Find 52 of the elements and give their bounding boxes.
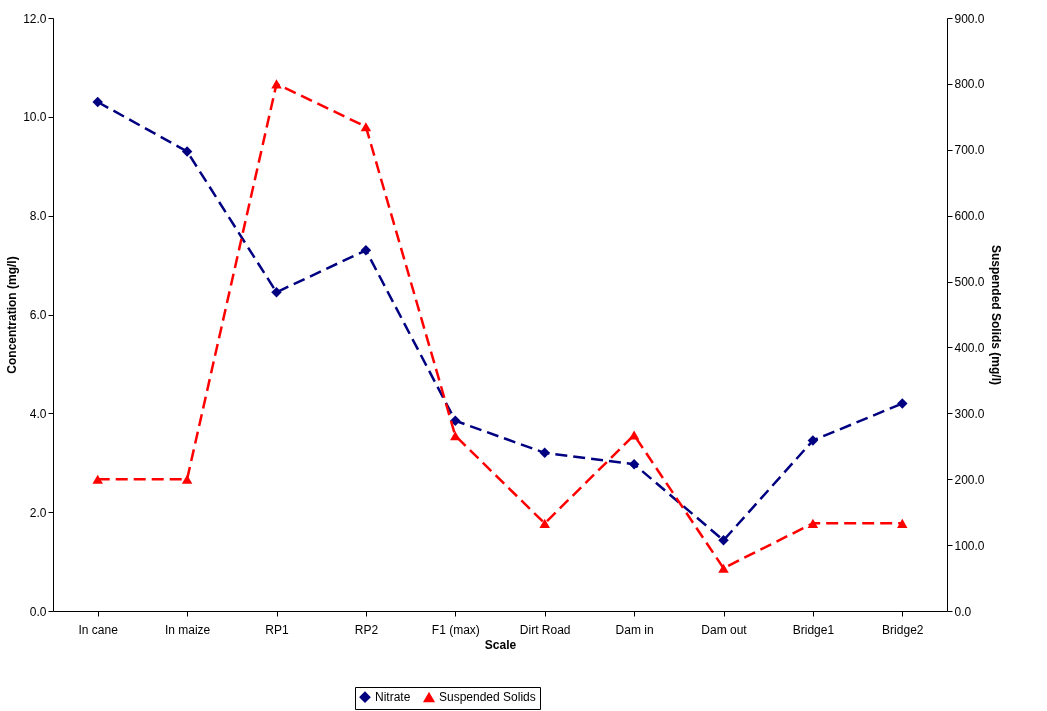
y2-axis-title: Suspended Solids (mg/l) xyxy=(988,244,1003,386)
point xyxy=(450,431,461,441)
y-tick-label: 10.0 xyxy=(23,110,47,125)
point xyxy=(897,398,908,409)
point xyxy=(271,287,282,298)
point xyxy=(92,96,103,108)
point xyxy=(360,122,372,132)
point xyxy=(360,245,372,256)
y-tick-label: 8.0 xyxy=(29,209,47,224)
x-axis-title: Scale xyxy=(484,637,517,652)
y2-tick-label: 600.0 xyxy=(954,209,985,224)
y2-tick-label: 500.0 xyxy=(954,275,985,290)
y2-tick-label: 100.0 xyxy=(954,538,985,553)
y2-tick-label: 300.0 xyxy=(954,406,985,421)
point xyxy=(539,518,550,528)
point xyxy=(181,146,193,157)
x-tick-label: RP1 xyxy=(265,622,289,637)
point xyxy=(181,474,193,484)
point xyxy=(92,474,103,484)
x-tick-label: Bridge1 xyxy=(792,622,835,637)
point xyxy=(807,518,819,528)
point xyxy=(539,447,550,459)
x-tick-label: Bridge2 xyxy=(882,622,924,637)
x-tick-label: Dirt Road xyxy=(519,622,571,637)
point xyxy=(271,79,282,89)
point xyxy=(897,518,908,528)
y-tick-label: 2.0 xyxy=(29,505,47,520)
point xyxy=(628,430,640,440)
y-tick-label: 12.0 xyxy=(23,11,47,26)
y2-tick-label: 700.0 xyxy=(954,143,985,158)
y-tick-label: 6.0 xyxy=(29,308,47,322)
y-tick-label: 0.0 xyxy=(29,604,47,619)
x-tick-label: Dam out xyxy=(701,622,748,637)
legend-label: Suspended Solids xyxy=(439,690,536,705)
x-tick-label: In maize xyxy=(164,622,211,637)
y2-tick-label: 200.0 xyxy=(954,472,985,487)
point xyxy=(807,435,819,446)
legend-label: Nitrate xyxy=(375,690,411,705)
x-tick-label: In cane xyxy=(78,622,119,637)
y-axis-title: Concentration (mg/l) xyxy=(5,256,20,374)
point xyxy=(628,458,640,470)
x-tick-label: RP2 xyxy=(354,622,379,637)
x-tick-label: Dam in xyxy=(615,622,654,637)
point xyxy=(718,563,729,573)
point xyxy=(450,415,461,426)
x-tick-label: F1 (max) xyxy=(431,622,480,637)
y2-tick-label: 0.0 xyxy=(954,604,972,619)
y2-tick-label: 800.0 xyxy=(954,77,985,92)
y2-tick-label: 400.0 xyxy=(954,340,985,355)
point xyxy=(718,535,729,546)
y-tick-label: 4.0 xyxy=(29,406,47,421)
y2-tick-label: 900.0 xyxy=(954,11,985,26)
